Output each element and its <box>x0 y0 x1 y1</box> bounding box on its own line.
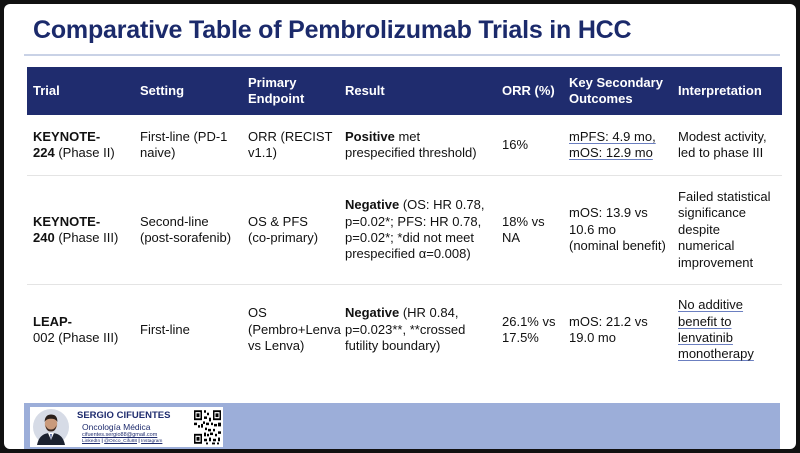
comparison-table: Trial Setting Primary Endpoint Result OR… <box>27 67 782 375</box>
trial-number: 224 <box>33 145 55 160</box>
header-secondary-outcomes: Key Secondary Outcomes <box>563 67 672 115</box>
header-secondary-line2: Outcomes <box>569 91 633 106</box>
trial-name: KEYNOTE- <box>33 128 101 144</box>
header-endpoint-line2: Endpoint <box>248 91 305 106</box>
header-setting: Setting <box>134 67 242 115</box>
cell-secondary: mOS: 21.2 vs 19.0 mo <box>563 284 672 375</box>
cell-orr: 18% vs NA <box>496 175 563 285</box>
slide: Comparative Table of Pembrolizumab Trial… <box>4 4 796 449</box>
trial-phase: (Phase III) <box>54 230 119 245</box>
result-text: (OS: HR 0.78, p=0.02*; PFS: HR 0.78, p=0… <box>345 197 485 262</box>
secondary-line: mOS: 21.2 vs 19.0 mo <box>569 313 648 345</box>
author-role: Oncología Médica <box>82 422 151 432</box>
secondary-line: mOS: 13.9 vs 10.6 mo (nominal benefit) <box>569 205 666 254</box>
qr-code-icon <box>193 409 222 445</box>
instagram-link[interactable]: Instagram <box>141 439 163 444</box>
cell-setting: First-line (PD-1 naive) <box>140 128 228 160</box>
cell-interpretation: No additive benefit to lenvatinib monoth… <box>672 284 782 375</box>
cell-endpoint: OS & PFS (co-primary) <box>242 175 339 285</box>
cell-endpoint: OS (Pembro+Lenva vs Lenva) <box>242 284 341 375</box>
trial-name: KEYNOTE- <box>33 213 101 229</box>
author-card: SERGIO CIFUENTES Oncología Médica cifuen… <box>30 407 223 447</box>
trial-name: LEAP- <box>33 313 72 329</box>
table-header-row: Trial Setting Primary Endpoint Result OR… <box>27 67 782 115</box>
table-row: KEYNOTE- 224 (Phase II) First-line (PD-1… <box>27 115 782 176</box>
cell-orr: 26.1% vs 17.5% <box>496 284 563 375</box>
result-text: met prespecified threshold) <box>345 128 477 160</box>
avatar <box>33 409 69 445</box>
cell-result: Negative (HR 0.84, p=0.023**, **crossed … <box>339 284 496 375</box>
cell-result: Negative (OS: HR 0.78, p=0.02*; PFS: HR … <box>339 175 496 285</box>
header-endpoint-line1: Primary <box>248 74 297 90</box>
header-orr: ORR (%) <box>496 67 563 115</box>
title-divider <box>24 54 780 56</box>
trial-number: 240 <box>33 230 55 245</box>
author-email-link[interactable]: cifuentes.sergio88@gmail.com <box>82 432 158 438</box>
result-tag: Positive <box>345 128 395 144</box>
link-separator: | <box>137 439 142 444</box>
link-separator: | <box>100 439 105 444</box>
cell-setting: First-line <box>134 284 242 375</box>
table-row: KEYNOTE- 240 (Phase III) Second-line (po… <box>27 175 782 285</box>
result-tag: Negative <box>345 197 400 213</box>
cell-interpretation: Failed statistical significance despite … <box>672 175 782 285</box>
cell-trial: LEAP- 002 (Phase III) <box>27 284 134 375</box>
author-name: SERGIO CIFUENTES <box>77 410 171 421</box>
header-secondary-line1: Key Secondary <box>569 74 663 90</box>
cell-endpoint: ORR (RECIST v1.1) <box>248 128 333 160</box>
cell-result: Positive met prespecified threshold) <box>339 115 496 176</box>
secondary-line: mOS: 12.9 mo <box>569 145 653 160</box>
cell-interpretation: Modest activity, led to phase III <box>678 128 767 160</box>
trial-phase: (Phase II) <box>54 145 115 160</box>
header-primary-endpoint: Primary Endpoint <box>242 67 339 115</box>
result-tag: Negative <box>345 305 400 321</box>
cell-setting: Second-line (post-sorafenib) <box>134 175 242 285</box>
twitter-link[interactable]: @Onco_Cifu88 <box>104 439 138 444</box>
cell-trial: KEYNOTE- 224 (Phase II) <box>27 115 134 176</box>
interpretation-text: No additive benefit to lenvatinib monoth… <box>678 297 754 362</box>
footer-bar: SERGIO CIFUENTES Oncología Médica cifuen… <box>24 403 780 449</box>
table-row: LEAP- 002 (Phase III) First-line OS (Pem… <box>27 284 782 375</box>
cell-trial: KEYNOTE- 240 (Phase III) <box>27 175 134 285</box>
cell-secondary: mOS: 13.9 vs 10.6 mo (nominal benefit) <box>563 175 672 285</box>
cell-secondary: mPFS: 4.9 mo, mOS: 12.9 mo <box>563 115 672 176</box>
header-interpretation: Interpretation <box>672 67 782 115</box>
slide-title: Comparative Table of Pembrolizumab Trial… <box>33 16 632 44</box>
social-links: LinkedIn | @Onco_Cifu88 | Instagram <box>82 439 162 444</box>
comparison-table-container: Trial Setting Primary Endpoint Result OR… <box>27 67 782 375</box>
result-text: (HR 0.84, p=0.023**, **crossed futility … <box>345 305 466 354</box>
linkedin-link[interactable]: LinkedIn <box>82 439 101 444</box>
cell-orr: 16% <box>502 136 529 152</box>
header-result: Result <box>339 67 496 115</box>
header-trial: Trial <box>27 67 134 115</box>
secondary-line: mPFS: 4.9 mo, <box>569 128 656 144</box>
trial-phase: 002 (Phase III) <box>33 330 119 345</box>
